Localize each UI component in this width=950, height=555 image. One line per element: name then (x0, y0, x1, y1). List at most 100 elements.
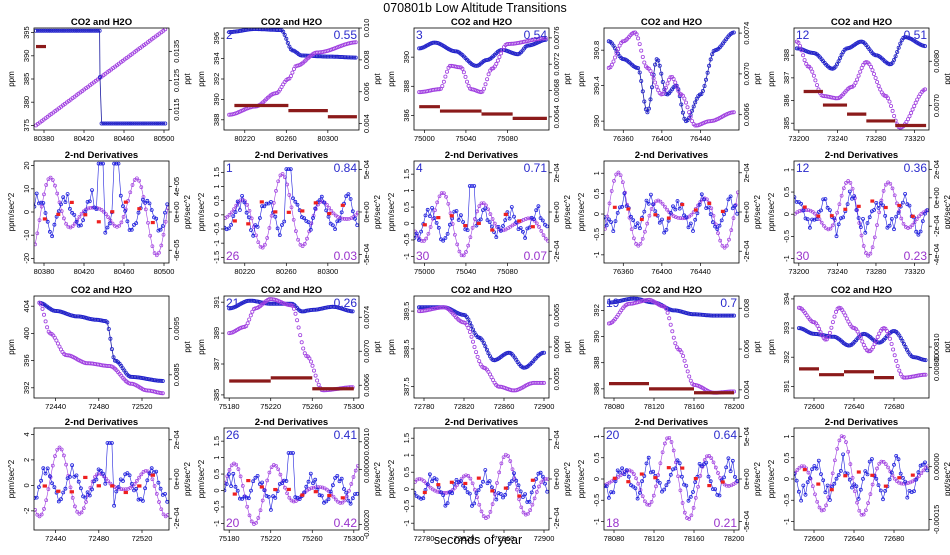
h2o-deriv-point (468, 235, 473, 240)
co2-deriv-point (478, 484, 483, 489)
co2-deriv-point (306, 479, 311, 484)
h2o-deriv-point (309, 486, 314, 491)
co2-deriv-point (881, 203, 885, 208)
panel-title: CO2 and H2O (641, 285, 702, 296)
h2o-point (467, 329, 472, 334)
h2o-deriv-point (850, 186, 855, 191)
co2-deriv-point (825, 483, 830, 488)
h2o-deriv-point (274, 463, 278, 468)
co2-deriv-point (799, 201, 803, 206)
h2o-deriv-point (62, 453, 66, 458)
h2o-deriv-point (254, 520, 258, 525)
co2-deriv-point (620, 466, 624, 471)
panel-title: CO2 and H2O (641, 17, 702, 28)
h2o-deriv-point (318, 485, 323, 490)
h2o-point (159, 391, 164, 396)
co2-deriv-point (235, 488, 240, 493)
co2-deriv-point (832, 216, 837, 221)
co2-deriv-point (635, 221, 640, 226)
co2-deriv-point (63, 200, 68, 205)
co2-deriv-point (635, 496, 640, 501)
h2o-deriv-point (283, 175, 287, 180)
y2-axis-label: ppt (943, 341, 950, 353)
h2o-deriv-point (733, 203, 738, 207)
co2-deriv-point (114, 161, 119, 166)
y-tick-label: -0.5 (782, 494, 791, 507)
h2o-deriv-point (256, 240, 261, 245)
co2-deriv-point (326, 497, 331, 502)
co2-point (88, 28, 93, 33)
x-tick-label: 72520 (132, 534, 153, 543)
co2-deriv-point (268, 507, 273, 512)
co2-deriv-point (313, 477, 318, 482)
co2-deriv-point (728, 469, 733, 474)
y-tick-label: 1 (782, 434, 791, 438)
co2-deriv-point (836, 222, 841, 227)
co2-point (74, 28, 79, 33)
co2-point (896, 45, 901, 50)
y-axis-label: ppm/sec^2 (197, 459, 206, 498)
co2-deriv-point (498, 492, 503, 496)
x-tick-label: 78080 (604, 402, 625, 411)
co2-deriv-point (253, 223, 258, 228)
h2o-point (248, 313, 253, 318)
h2o-deriv-point (453, 232, 457, 237)
h2o-point (613, 55, 618, 60)
y2-tick-label: 0.00800 (932, 354, 941, 381)
co2-deriv-line (34, 163, 168, 238)
y-tick-label: 386 (782, 94, 791, 107)
panel-title: CO2 and H2O (71, 285, 132, 296)
co2-deriv-line (414, 185, 548, 242)
co2-line (419, 306, 545, 369)
h2o-point (653, 80, 658, 85)
co2-deriv-point (646, 201, 651, 206)
h2o-deriv-point (848, 462, 853, 466)
h2o-deriv-point (121, 487, 126, 492)
co2-point (155, 121, 160, 126)
h2o-deriv-point (50, 463, 55, 468)
co2-deriv-point (121, 479, 125, 483)
h2o-deriv-point (795, 468, 800, 472)
h2o-point (668, 75, 673, 80)
co2-deriv-point (611, 229, 616, 234)
h2o-point (684, 100, 689, 105)
co2-point (731, 30, 736, 35)
co2-deriv-point (609, 220, 613, 225)
plot-area (227, 297, 355, 393)
co2-point (43, 28, 48, 33)
co2-point (99, 121, 104, 126)
co2-deriv-point (646, 455, 651, 460)
co2-point (64, 28, 69, 33)
co2-deriv-point (825, 205, 830, 210)
y2-tick-label: -2e-04 (742, 240, 751, 262)
co2-deriv-point (273, 214, 278, 219)
co2-deriv-point (237, 208, 242, 212)
co2-deriv-point (445, 501, 450, 506)
co2-deriv-point (841, 215, 845, 220)
co2-point (141, 121, 146, 126)
figure-title: 070801b Low Altitude Transitions (383, 1, 566, 15)
co2-deriv-point (48, 474, 52, 479)
co2-deriv-point (268, 199, 273, 204)
y-tick-label: 0 (22, 483, 31, 487)
co2-deriv-point (832, 481, 837, 486)
y-tick-label: 1 (592, 434, 601, 438)
h2o-deriv-point (837, 202, 842, 207)
h2o-point (55, 341, 60, 346)
co2-deriv-line (224, 452, 358, 510)
h2o-point (860, 339, 865, 344)
y2-axis-label: ppt (753, 341, 762, 353)
co2-deriv-point (37, 201, 41, 206)
co2-point (163, 121, 168, 126)
x-tick-label: 78160 (684, 534, 705, 543)
co2-deriv-point (145, 478, 150, 483)
y-tick-label: 1.5 (212, 167, 221, 177)
co2-deriv-point (507, 216, 512, 221)
co2-deriv-point (110, 441, 114, 445)
h2o-deriv-point (645, 221, 650, 226)
h2o-deriv-point (106, 215, 110, 219)
h2o-deriv-line (224, 173, 359, 248)
co2-point (680, 110, 685, 115)
h2o-deriv-point (48, 175, 53, 180)
co2-deriv-point (467, 491, 472, 496)
